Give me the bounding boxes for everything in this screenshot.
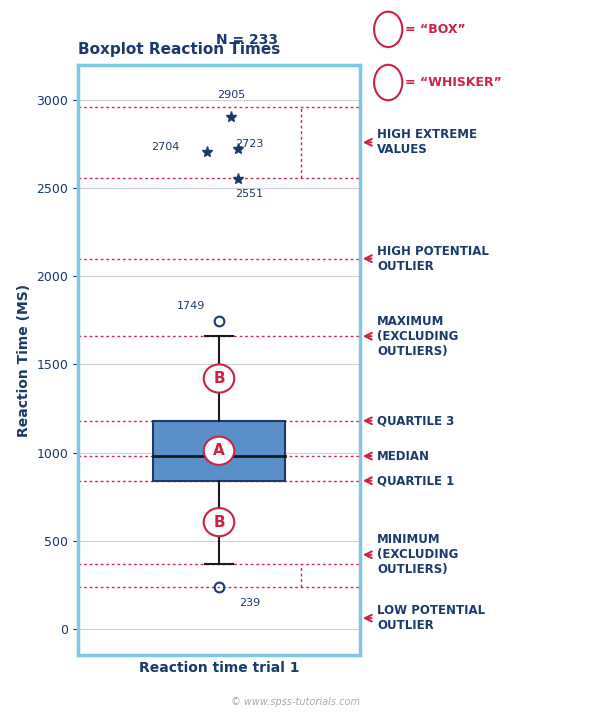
Text: 2551: 2551 xyxy=(235,189,263,199)
Text: LOW POTENTIAL
OUTLIER: LOW POTENTIAL OUTLIER xyxy=(365,604,485,632)
Text: HIGH POTENTIAL
OUTLIER: HIGH POTENTIAL OUTLIER xyxy=(365,245,489,273)
Ellipse shape xyxy=(374,12,403,47)
Text: N = 233: N = 233 xyxy=(216,33,278,47)
Bar xyxy=(153,420,285,481)
Text: MINIMUM
(EXCLUDING
OUTLIERS): MINIMUM (EXCLUDING OUTLIERS) xyxy=(365,534,458,576)
Text: © www.spss-tutorials.com: © www.spss-tutorials.com xyxy=(231,696,360,706)
Text: = “BOX”: = “BOX” xyxy=(405,23,466,36)
Text: 239: 239 xyxy=(239,598,260,608)
Ellipse shape xyxy=(204,436,234,465)
X-axis label: Reaction time trial 1: Reaction time trial 1 xyxy=(139,661,299,675)
Text: B: B xyxy=(383,76,394,89)
Text: QUARTILE 3: QUARTILE 3 xyxy=(365,414,454,427)
Text: MEDIAN: MEDIAN xyxy=(365,449,430,462)
Ellipse shape xyxy=(204,364,234,392)
Text: MAXIMUM
(EXCLUDING
OUTLIERS): MAXIMUM (EXCLUDING OUTLIERS) xyxy=(365,315,458,358)
Text: A: A xyxy=(213,444,225,458)
Text: B: B xyxy=(213,371,225,386)
Text: 2704: 2704 xyxy=(151,143,180,152)
Ellipse shape xyxy=(374,65,403,100)
Text: B: B xyxy=(213,515,225,530)
Text: Boxplot Reaction Times: Boxplot Reaction Times xyxy=(78,42,280,57)
Text: 2723: 2723 xyxy=(235,139,263,149)
Text: QUARTILE 1: QUARTILE 1 xyxy=(365,474,454,487)
Text: = “WHISKER”: = “WHISKER” xyxy=(405,76,502,89)
Text: 1749: 1749 xyxy=(177,302,205,312)
Text: 2905: 2905 xyxy=(217,90,245,100)
Text: A: A xyxy=(383,22,394,37)
Ellipse shape xyxy=(204,508,234,536)
Y-axis label: Reaction Time (MS): Reaction Time (MS) xyxy=(17,284,31,436)
Text: HIGH EXTREME
VALUES: HIGH EXTREME VALUES xyxy=(365,128,477,156)
